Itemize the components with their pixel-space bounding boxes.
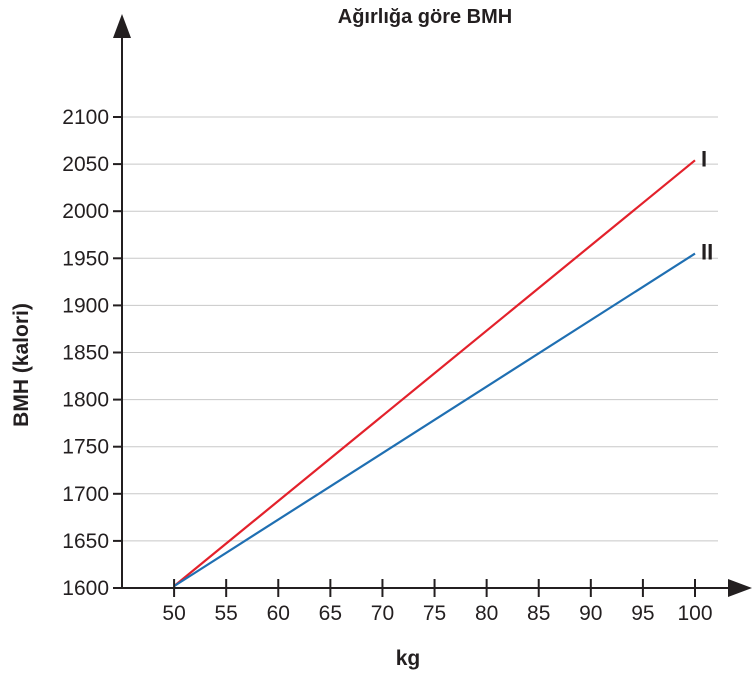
tick-marks bbox=[113, 116, 696, 597]
series-label-II: II bbox=[701, 240, 713, 265]
gridlines bbox=[122, 116, 718, 542]
x-tick-label-55: 55 bbox=[215, 602, 238, 625]
y-tick-label-1900: 1900 bbox=[62, 294, 109, 317]
y-axis-label: BMH (kalori) bbox=[10, 303, 33, 427]
y-tick-label-2000: 2000 bbox=[62, 200, 109, 223]
x-axis-label: kg bbox=[396, 647, 421, 670]
axes bbox=[113, 14, 752, 597]
x-tick-label-60: 60 bbox=[267, 602, 290, 625]
series-labels: III bbox=[701, 146, 713, 264]
y-tick-label-2050: 2050 bbox=[62, 153, 109, 176]
y-tick-label-1750: 1750 bbox=[62, 436, 109, 459]
x-tick-label-100: 100 bbox=[677, 602, 712, 625]
x-tick-label-65: 65 bbox=[319, 602, 342, 625]
x-tick-label-85: 85 bbox=[527, 602, 550, 625]
y-tick-label-1950: 1950 bbox=[62, 247, 109, 270]
series-label-I: I bbox=[701, 146, 707, 171]
y-tick-label-2100: 2100 bbox=[62, 106, 109, 129]
x-tick-label-95: 95 bbox=[631, 602, 654, 625]
y-tick-label-1600: 1600 bbox=[62, 577, 109, 600]
y-axis-arrow bbox=[113, 14, 131, 38]
x-tick-label-70: 70 bbox=[371, 602, 394, 625]
series-lines bbox=[173, 159, 696, 588]
x-tick-label-80: 80 bbox=[475, 602, 498, 625]
y-tick-label-1700: 1700 bbox=[62, 483, 109, 506]
y-tick-label-1800: 1800 bbox=[62, 389, 109, 412]
y-tick-label-1850: 1850 bbox=[62, 342, 109, 365]
x-axis-arrow bbox=[728, 579, 752, 597]
x-tick-label-75: 75 bbox=[423, 602, 446, 625]
x-tick-label-50: 50 bbox=[162, 602, 185, 625]
x-tick-label-90: 90 bbox=[579, 602, 602, 625]
series-line-II bbox=[173, 252, 696, 588]
tick-labels: 1600 1650 1700 1750 1800 1850 1900 1950 2000 2050… bbox=[62, 106, 712, 625]
chart-title: Ağırlığa göre BMH bbox=[338, 6, 512, 28]
y-tick-label-1650: 1650 bbox=[62, 530, 109, 553]
series-line-I bbox=[173, 159, 696, 587]
